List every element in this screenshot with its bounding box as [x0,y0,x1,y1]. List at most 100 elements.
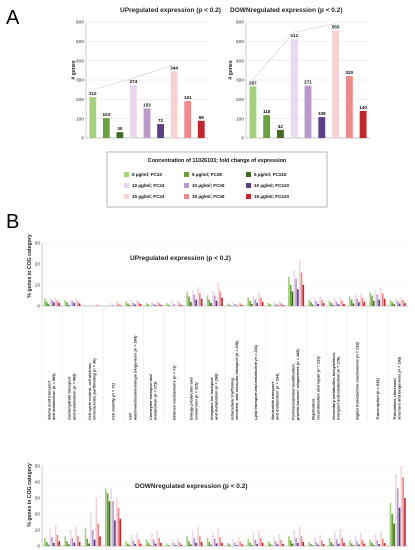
y-tick-label: 500 [76,39,84,45]
cog-bar [119,518,122,546]
panel-label-b: B [6,211,19,233]
bar-value-label: 212 [89,91,97,96]
cog-bar [332,304,334,306]
cog-bar [404,303,406,306]
cog-bar [358,302,360,306]
cog-bar [252,532,255,546]
cog-bar [396,300,399,306]
legend-entry: 10 µg/ml; FC≥3 [132,183,165,188]
cog-bar [47,304,50,306]
cog-bar [250,303,253,306]
y-tick-label: 300 [76,78,84,84]
cog-bar [289,285,292,306]
category-label: Defense mechanisms (n = 71) [172,365,177,420]
cog-bar [371,542,373,546]
cog-bar [341,300,343,306]
y-tick-label: 0 [37,544,40,550]
cog-bar [115,498,118,546]
cog-bar [227,542,229,546]
cog-title-down: DOWNregulated expression (p < 0.2) [135,483,248,490]
cog-bar [267,541,270,546]
cog-bar [313,297,316,306]
cog-bar [44,298,46,306]
downregulated-genes-chart: DOWNregulated expression (p < 0.2) # gen… [228,7,370,142]
cog-bar [356,298,358,306]
cog-bar [128,545,131,546]
cog-bar [77,301,79,306]
legend-swatch [246,172,251,177]
cog-bar [186,292,188,306]
cog-bar [95,498,98,546]
cog-bar [95,304,98,306]
cog-bar [363,301,366,306]
cog-bar [335,301,338,306]
cog-bar [349,296,351,306]
cog-bar [189,301,192,306]
cog-bar [53,302,55,306]
cog-bar [302,285,305,306]
cog-bar [189,544,192,546]
cog-bar [396,488,399,546]
bar-value-label: 103 [102,112,110,117]
cog-bar [125,301,127,306]
cog-bar [391,514,394,546]
cog-bar [339,529,342,546]
cog-bar [361,297,364,306]
bar-value-label: 271 [304,80,312,85]
cog-bar [166,303,168,306]
bar-value-label: 89 [199,115,205,120]
cog-bar [44,538,46,546]
cog-bar [73,302,76,306]
cog-bar [321,299,323,306]
cog-bar [232,302,235,306]
cog-bar [341,538,343,546]
cog-bar [369,292,371,306]
bar [170,71,178,138]
cog-bar [127,303,129,306]
y-tick-label: 30 [35,496,41,502]
y-tick-label: 200 [236,97,244,103]
cog-bar [239,303,242,306]
bar-value-label: 153 [143,102,151,107]
cog-bar [66,541,68,546]
legend-swatch [124,194,129,199]
cog-bar [188,541,190,546]
cog-bar [398,507,401,546]
cog-bar [173,303,175,306]
cog-bar [84,305,87,306]
bar-value-label: 344 [170,65,178,70]
y-tick-label: 20 [35,262,41,268]
cog-bar [334,531,336,546]
bar [277,129,284,138]
cog-bar [210,544,212,546]
y-tick-label: 400 [236,58,244,64]
cog-bar [49,528,52,546]
cog-bar [139,304,142,306]
cog-bar [269,543,272,546]
downregulated-cog-chart: DOWNregulated expression (p < 0.2) % gen… [27,463,408,550]
cog-bar [313,537,316,546]
cog-bar [404,498,406,546]
cog-bar [322,303,325,306]
cog-bar [382,538,384,546]
y-tick-label: 200 [76,97,84,103]
cog-bar [337,543,340,546]
cog-bar [151,301,153,306]
cog-bar [310,302,312,306]
cog-bar [197,287,199,306]
legend-swatch [184,194,189,199]
y-axis-label-up: # genes [71,60,77,79]
legend: Concentration of 11026103; fold change o… [106,151,328,208]
cog-bar [293,530,296,546]
cog-bar [197,526,199,546]
cog-bar [389,502,392,546]
cog-bar [249,542,251,546]
cog-bar [254,539,257,546]
cog-bar [395,474,397,546]
cog-bar [145,302,148,306]
category-label: Cell motility (n = 72) [111,382,116,420]
cog-bar [308,542,310,546]
cog-bar [236,545,238,546]
cog-bar [380,288,382,306]
